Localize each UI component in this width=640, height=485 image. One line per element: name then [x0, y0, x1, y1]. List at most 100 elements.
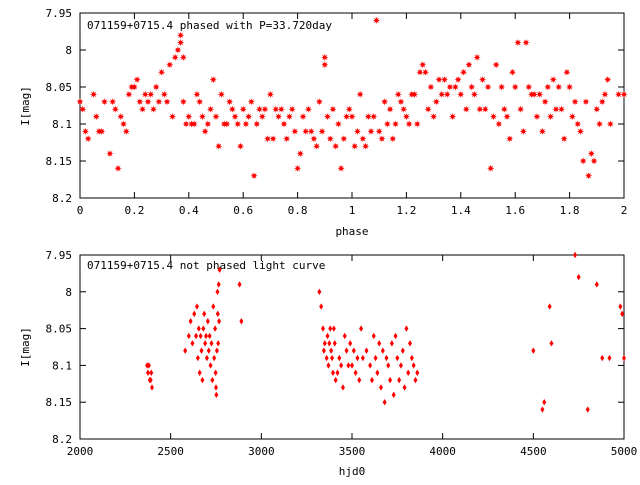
data-point [593, 105, 601, 113]
data-point [247, 98, 255, 106]
data-point [446, 83, 454, 91]
data-point [204, 354, 209, 362]
data-point [348, 340, 353, 347]
data-point [487, 164, 495, 172]
data-point [383, 120, 391, 128]
data-point [443, 90, 451, 98]
phased-light-curve-panel: 0 0.2 0.4 0.6 0.8 1 1.2 1.4 1.6 1.8 2 7.95 8 8.05 8.1… [19, 7, 628, 238]
data-point [598, 98, 606, 106]
data-point [413, 376, 418, 384]
data-point [384, 354, 389, 362]
data-point [266, 90, 274, 98]
data-point [197, 369, 202, 376]
data-point [339, 362, 344, 369]
data-point [136, 98, 144, 106]
data-point [454, 76, 462, 84]
data-point [398, 362, 403, 369]
data-point [195, 354, 200, 362]
data-point [473, 53, 481, 61]
x-axis-label: hjd0 [339, 465, 366, 478]
data-point [386, 362, 391, 369]
data-point [368, 362, 373, 369]
y-tick-label: 8.2 [52, 192, 72, 205]
data-point [351, 142, 359, 150]
y-tick-label: 8.1 [52, 118, 72, 131]
data-point [84, 135, 92, 143]
data-point [291, 127, 299, 135]
data-point [335, 369, 340, 376]
data-point [481, 105, 489, 113]
data-point [388, 376, 393, 384]
data-point [370, 113, 378, 121]
data-point [404, 325, 409, 332]
data-point [228, 105, 236, 113]
data-point [462, 105, 470, 113]
data-point [207, 332, 212, 340]
data-point [367, 127, 375, 135]
data-point [146, 362, 151, 369]
data-point [438, 90, 446, 98]
y-tick-label: 7.95 [46, 7, 73, 20]
y-tick-labels: 7.95 8 8.05 8.1 8.15 8.2 [46, 249, 73, 446]
data-point [555, 83, 563, 91]
data-point [587, 150, 595, 158]
data-point [188, 318, 193, 325]
x-tick-label: 1 [349, 204, 356, 217]
data-point [122, 127, 130, 135]
data-point [321, 53, 329, 61]
data-point [214, 384, 218, 391]
data-point [604, 76, 612, 84]
data-point [321, 347, 326, 354]
data-point [421, 68, 430, 76]
data-point [337, 164, 345, 172]
data-point [531, 347, 536, 354]
data-point [258, 113, 266, 121]
data-point [313, 142, 321, 150]
data-point [216, 281, 221, 288]
y-tick-label: 8.05 [46, 323, 73, 336]
data-point [194, 332, 199, 340]
data-point [283, 135, 291, 143]
data-point [430, 113, 438, 121]
data-point [216, 340, 221, 347]
data-point [174, 46, 182, 54]
data-point [337, 354, 342, 362]
data-point [356, 90, 364, 98]
data-point [408, 340, 413, 347]
data-point [576, 127, 585, 135]
data-point [590, 157, 598, 165]
data-point [614, 90, 623, 98]
x-tick-label: 1.4 [451, 204, 471, 217]
data-point [79, 105, 87, 113]
data-point [315, 98, 323, 106]
data-point [215, 310, 220, 318]
data-point [217, 318, 222, 325]
data-point [242, 120, 250, 128]
data-point [519, 127, 527, 135]
raw-light-curve-panel: 2000 2500 3000 3500 4000 4500 5000 7.95 8 8.05 8.… [19, 249, 637, 478]
data-point [196, 98, 204, 106]
data-point [214, 347, 219, 354]
data-point [205, 318, 210, 325]
data-point [465, 61, 473, 69]
x-tick-label: 4500 [520, 445, 547, 458]
x-tick-label: 0.8 [288, 204, 308, 217]
data-point [133, 76, 141, 84]
x-tick-labels: 2000 2500 3000 3500 4000 4500 5000 [67, 445, 638, 458]
data-point [606, 120, 614, 128]
data-point [277, 105, 285, 113]
plot-area-frame [79, 12, 625, 199]
data-point [547, 303, 552, 310]
data-point [117, 113, 125, 121]
y-tick-label: 8.05 [46, 81, 73, 94]
data-point [294, 164, 302, 172]
chart-title: 071159+0715.4 not phased light curve [87, 259, 325, 272]
x-tick-label: 3000 [248, 445, 275, 458]
data-point [389, 340, 394, 347]
data-point [522, 39, 530, 47]
data-point [355, 354, 360, 362]
data-point [223, 120, 231, 128]
data-point [234, 120, 242, 128]
data-point [449, 113, 457, 121]
